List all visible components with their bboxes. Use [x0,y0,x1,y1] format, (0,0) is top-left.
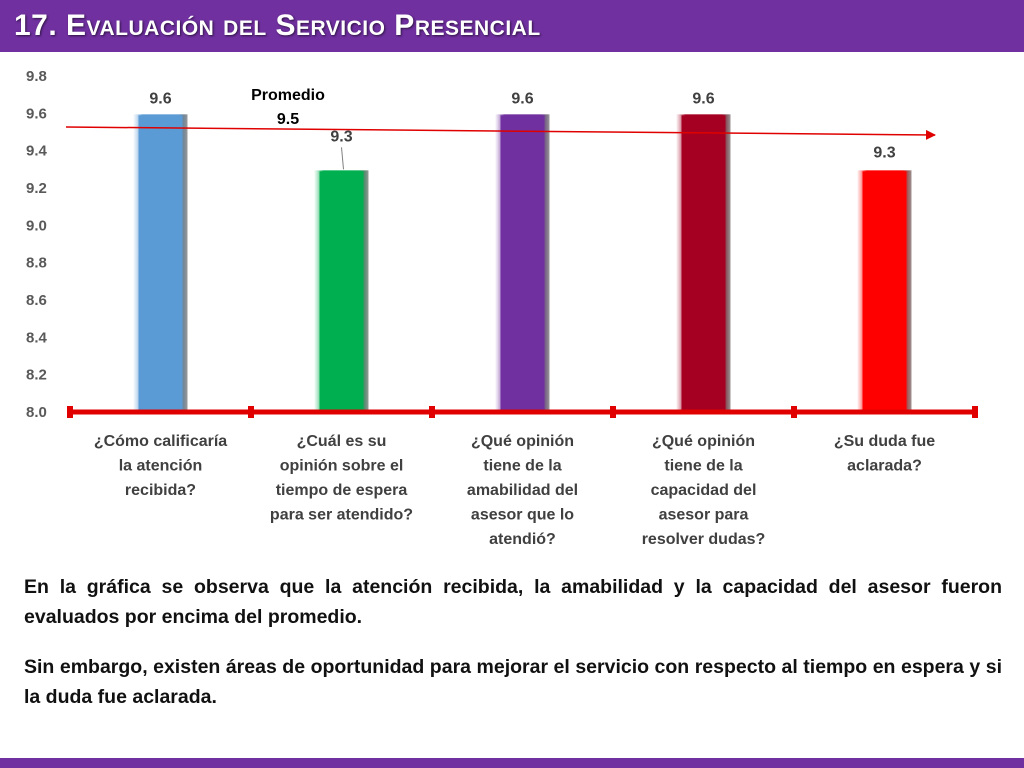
data-label: 9.3 [873,144,895,161]
y-tick-label: 8.0 [26,404,47,421]
data-label: 9.6 [511,90,533,107]
y-tick-label: 9.4 [26,143,48,160]
y-tick-label: 8.8 [26,255,47,272]
category-label: ¿Qué opinión tiene de la amabilidad del ase… [467,433,578,548]
bars [131,112,914,414]
x-axis-tick [248,406,254,418]
category-label: ¿Su duda fue aclarada? [834,433,935,475]
bar-core [319,171,364,410]
slide-title: 17. Evaluación del Servicio Presencial [14,9,541,42]
data-labels: 9.6 9.3 9.6 9.6 9.3 [149,90,896,170]
bar-core [681,115,726,411]
bar-core [862,171,907,410]
average-annotation: Promedio 9.5 [65,87,936,140]
x-axis-tick [67,406,73,418]
footer-bar [0,758,1024,768]
data-label: 9.6 [149,90,171,107]
commentary: En la gráfica se observa que la atención… [24,572,1002,732]
y-tick-label: 9.2 [26,180,47,197]
category-labels: ¿Cómo calificaría la atención recibida? ¿Cu… [94,433,935,548]
y-tick-label: 9.6 [26,105,47,122]
data-label: 9.3 [330,128,352,145]
category-label: ¿Cómo calificaría la atención recibida? [94,433,227,499]
commentary-paragraph-2: Sin embargo, existen áreas de oportunida… [24,656,1002,708]
title-bar: 17. Evaluación del Servicio Presencial [0,0,1024,52]
y-tick-label: 8.2 [26,367,47,384]
bar-chart: 8.08.28.48.68.89.09.29.49.69.8 9.69.39.6… [26,68,978,548]
y-tick-label: 8.6 [26,292,47,309]
bar-core [138,115,183,411]
average-value: 9.5 [277,111,299,128]
category-label: ¿Cuál es su opinión sobre el tiempo de esp… [270,433,413,524]
x-axis-tick [610,406,616,418]
average-line [65,126,936,140]
data-label-leader [341,147,344,170]
y-axis: 8.0 8.2 8.4 8.6 8.8 9.0 9.2 9.4 9.6 9.8 [26,68,48,421]
average-label: Promedio [251,87,325,104]
x-axis-tick [429,406,435,418]
x-axis-tick [791,406,797,418]
x-axis [67,406,978,418]
bar-core [500,115,545,411]
y-tick-label: 8.4 [26,329,48,346]
y-tick-label: 9.8 [26,68,47,85]
y-tick-label: 9.0 [26,217,47,234]
x-axis-tick [972,406,978,418]
commentary-paragraph-1: En la gráfica se observa que la atención… [24,576,1002,628]
data-label: 9.6 [692,90,714,107]
category-label: ¿Qué opinión tiene de la capacidad del ases… [642,433,766,548]
